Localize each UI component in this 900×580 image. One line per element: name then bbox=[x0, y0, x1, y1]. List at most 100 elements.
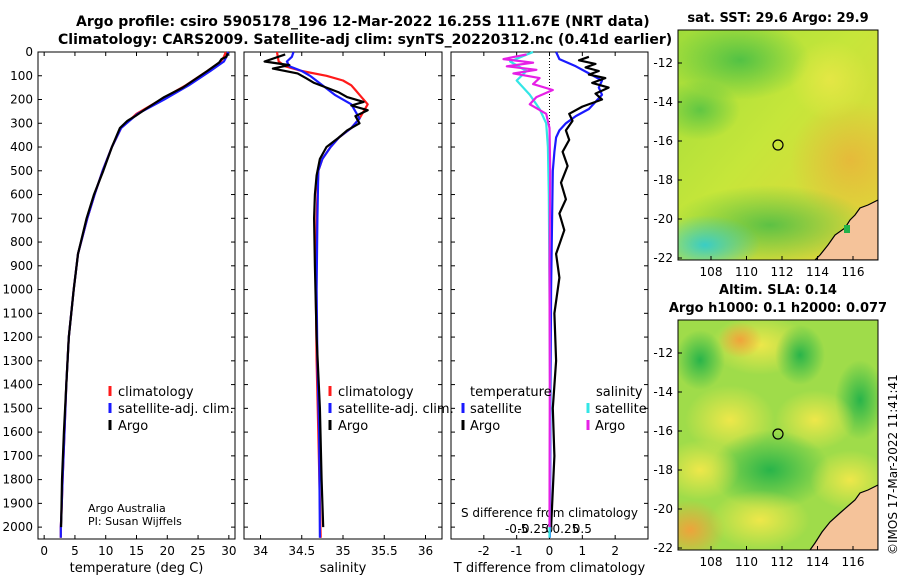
sla-ytick-label: -12 bbox=[653, 346, 673, 360]
temp-series-satellite bbox=[59, 51, 230, 538]
ytick-label: 200 bbox=[10, 93, 33, 107]
annotation-line2: PI: Susan Wijffels bbox=[88, 515, 182, 528]
sal-xtick-label: 36 bbox=[418, 544, 433, 558]
sla-xtick-label: 114 bbox=[806, 555, 829, 569]
sla-xtick-label: 112 bbox=[771, 555, 794, 569]
sla-ytick-label: -22 bbox=[653, 541, 673, 555]
temp-xtick-label: 10 bbox=[98, 544, 113, 558]
temp-legend-label: satellite-adj. clim. bbox=[118, 402, 234, 417]
sla-title-2: Argo h1000: 0.1 h2000: 0.077 bbox=[669, 301, 887, 316]
stick-label: 0.25 bbox=[553, 522, 580, 536]
sal-legend-label: satellite-adj. clim. bbox=[338, 402, 454, 417]
ytick-label: 400 bbox=[10, 140, 33, 154]
sal-xtick-label: 34 bbox=[253, 544, 268, 558]
sal-series-satellite bbox=[285, 51, 361, 538]
annotation-line1: Argo Australia bbox=[88, 502, 166, 515]
sal-xtick-label: 35.5 bbox=[371, 544, 398, 558]
ytick-label: 500 bbox=[10, 164, 33, 178]
diff-xtick-label: 0 bbox=[546, 544, 554, 558]
ytick-label: 1300 bbox=[2, 354, 33, 368]
ytick-label: 800 bbox=[10, 235, 33, 249]
ytick-label: 1600 bbox=[2, 425, 33, 439]
sla-argo-marker bbox=[772, 428, 784, 440]
temp-xlabel: temperature (deg C) bbox=[70, 561, 204, 576]
ytick-label: 1200 bbox=[2, 330, 33, 344]
diff-xtick-label: 1 bbox=[579, 544, 587, 558]
sst-ytick-label: -12 bbox=[653, 56, 673, 70]
ytick-label: 1500 bbox=[2, 401, 33, 415]
diff-series-argo bbox=[550, 55, 610, 528]
ytick-label: 1700 bbox=[2, 449, 33, 463]
sal-panel: 34 34.5 35 35.5 36 salinity climatology satelli… bbox=[243, 51, 454, 576]
ytick-label: 1400 bbox=[2, 378, 33, 392]
title-line-1: Argo profile: csiro 5905178_196 12-Mar-2… bbox=[76, 14, 650, 30]
diff-legend-label: satellite bbox=[595, 402, 647, 417]
stick-label: 0.5 bbox=[573, 522, 592, 536]
ytick-label: 700 bbox=[10, 211, 33, 225]
temp-xtick-label: 25 bbox=[190, 544, 205, 558]
sst-ytick-label: -14 bbox=[653, 95, 673, 109]
sla-axes: Altim. SLA: 0.14 Argo h1000: 0.1 h2000: 0… bbox=[653, 283, 887, 569]
diff-legend-label: Argo bbox=[595, 419, 625, 434]
sla-ytick-label: -14 bbox=[653, 385, 673, 399]
diff-series-sal_argo bbox=[502, 53, 554, 528]
temp-series-climatology bbox=[59, 51, 227, 538]
copyright-note: ©IMOS 17-Mar-2022 11:41:41 bbox=[886, 374, 900, 555]
ytick-label: 600 bbox=[10, 188, 33, 202]
sst-xtick-label: 112 bbox=[771, 265, 794, 279]
legend-title-salinity: salinity bbox=[596, 385, 643, 400]
diff-xtick-label: 2 bbox=[611, 544, 619, 558]
sst-xtick-label: 116 bbox=[842, 265, 865, 279]
temp-frame bbox=[37, 51, 236, 540]
temp-xtick-label: 0 bbox=[40, 544, 48, 558]
stick-label: -0.25 bbox=[518, 522, 549, 536]
diff-xtick-label: -2 bbox=[478, 544, 490, 558]
diff-series-sal_satellite bbox=[509, 50, 552, 538]
temp-xtick-label: 5 bbox=[71, 544, 79, 558]
temp-xtick-label: 20 bbox=[160, 544, 175, 558]
temp-legend-label: Argo bbox=[118, 419, 148, 434]
sal-xlabel: salinity bbox=[320, 561, 367, 576]
temp-xtick-label: 15 bbox=[129, 544, 144, 558]
ytick-label: 1100 bbox=[2, 306, 33, 320]
sst-ytick-label: -22 bbox=[653, 251, 673, 265]
ytick-label: 2000 bbox=[2, 520, 33, 534]
ytick-label: 0 bbox=[25, 45, 33, 59]
diff-xlabel: T difference from climatology bbox=[453, 561, 646, 576]
legend-title-temperature: temperature bbox=[470, 385, 552, 400]
sst-xtick-label: 108 bbox=[700, 265, 723, 279]
sst-ytick-label: -16 bbox=[653, 134, 673, 148]
sla-title-1: Altim. SLA: 0.14 bbox=[719, 283, 837, 298]
ytick-label: 1800 bbox=[2, 473, 33, 487]
diff-xtick-label: -1 bbox=[511, 544, 523, 558]
sla-map bbox=[678, 320, 878, 550]
temp-legend-label: climatology bbox=[118, 385, 194, 400]
ytick-label: 300 bbox=[10, 116, 33, 130]
sal-xtick-label: 34.5 bbox=[288, 544, 315, 558]
sla-ytick-label: -16 bbox=[653, 424, 673, 438]
diff-legend-label: satellite bbox=[470, 402, 522, 417]
stick-label: -0.5 bbox=[505, 522, 528, 536]
sla-xtick-label: 116 bbox=[842, 555, 865, 569]
diff-legend-label: Argo bbox=[470, 419, 500, 434]
sst-map bbox=[678, 30, 878, 260]
sal-series-argo bbox=[263, 53, 369, 528]
sst-argo-marker bbox=[772, 139, 784, 151]
sst-xtick-label: 114 bbox=[806, 265, 829, 279]
sst-title: sat. SST: 29.6 Argo: 29.9 bbox=[687, 11, 868, 26]
temp-panel: 0100200300400500600700800900100011001200… bbox=[2, 45, 236, 576]
sla-ytick-label: -18 bbox=[653, 463, 673, 477]
ytick-label: 100 bbox=[10, 69, 33, 83]
sst-axes: sat. SST: 29.6 Argo: 29.9 108 110 112 114 116… bbox=[653, 11, 868, 279]
temp-xtick-label: 30 bbox=[221, 544, 236, 558]
sst-ytick-label: -18 bbox=[653, 173, 673, 187]
ytick-label: 1000 bbox=[2, 283, 33, 297]
ytick-label: 1900 bbox=[2, 496, 33, 510]
sal-xtick-label: 35 bbox=[335, 544, 350, 558]
sla-xtick-label: 110 bbox=[735, 555, 758, 569]
title-line-2: Climatology: CARS2009. Satellite-adj cli… bbox=[58, 32, 673, 48]
temp-series-argo bbox=[60, 52, 229, 528]
